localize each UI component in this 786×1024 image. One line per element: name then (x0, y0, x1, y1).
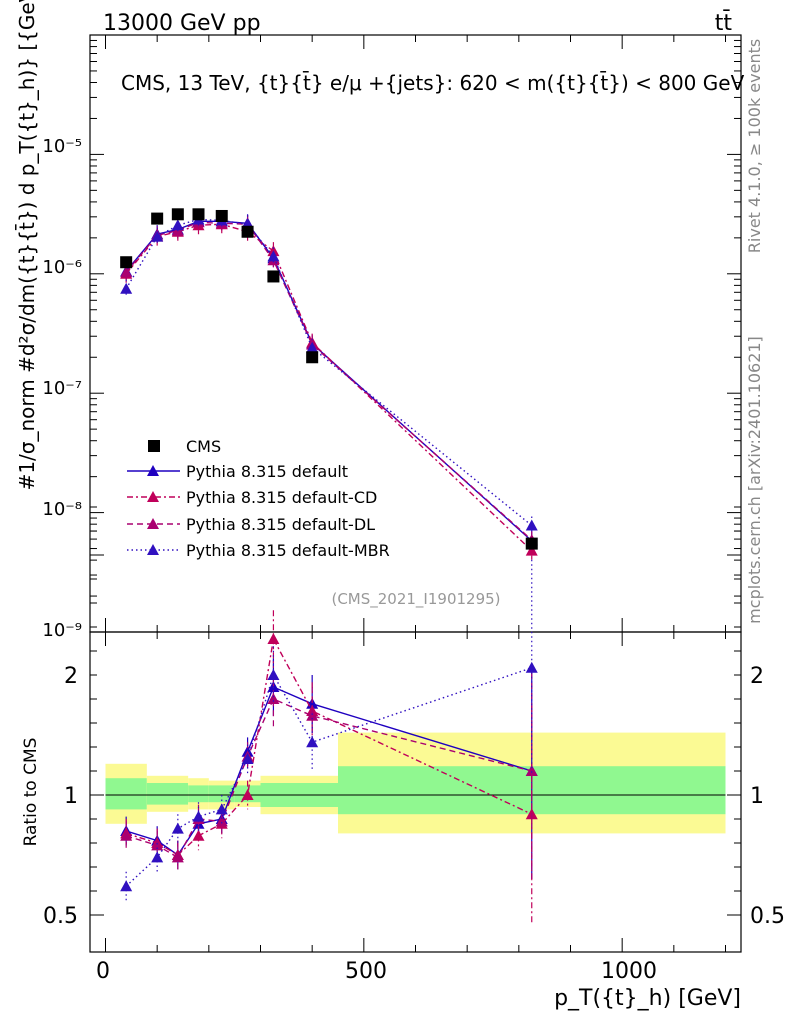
main-series-layer (120, 208, 538, 560)
legend-label-mbr: Pythia 8.315 default-MBR (186, 541, 390, 560)
ratio-point-pythia-8-315-default-dl (151, 839, 164, 851)
main-ytick-label-1e-5: 10⁻⁵ (42, 136, 82, 157)
legend-label-cms: CMS (186, 437, 221, 456)
main-point-cms (525, 537, 538, 550)
main-point-pythia-8-315-default-mbr (171, 219, 184, 231)
ratio-point-pythia-8-315-default-mbr (171, 822, 184, 834)
main-y-axis (90, 34, 741, 633)
plot-title: CMS, 13 TeV, {t}{t̄} e/μ +{jets}: 620 < … (121, 70, 745, 95)
mcplots-label: mcplots.cern.ch [arXiv:2401.10621] (745, 336, 764, 624)
main-point-pythia-8-315-default-mbr (151, 230, 164, 242)
main-point-cms (306, 351, 319, 364)
ratio-band-inner-2 (188, 785, 209, 803)
process-label: tt̄ (715, 10, 733, 36)
ratio-y-axis-label: Ratio to CMS (21, 738, 41, 847)
ratio-band-inner-3 (208, 785, 235, 803)
main-point-pythia-8-315-default-mbr (120, 282, 133, 294)
ratio-point-pythia-8-315-default-mbr (267, 669, 280, 680)
legend-label-cd: Pythia 8.315 default-CD (186, 488, 377, 507)
y-axis-label: #1/σ_norm #d²σ/dm({t}{t̄}) d p_T({t}_h)}… (14, 0, 39, 490)
main-point-cms (267, 270, 280, 283)
ratio-band-inner-1 (146, 783, 189, 805)
ratio-ytick-label-2: 2 (64, 664, 78, 689)
ratio-point-pythia-8-315-default-mbr (120, 880, 133, 892)
ratio-ytick-label-0.5: 0.5 (43, 904, 78, 929)
ratio-point-pythia-8-315-default-cd (192, 829, 205, 841)
ratio-band-inner-0 (105, 778, 147, 810)
legend-marker-cd (147, 491, 159, 502)
ratio-point-pythia-8-315-default-mbr (215, 803, 228, 815)
main-ytick-label-1e-6: 10⁻⁶ (42, 257, 82, 278)
x-axis-label: p_T({t}_h) [GeV] (554, 986, 741, 1011)
legend-marker-default (147, 465, 159, 476)
ratio-point-pythia-8-315-default-dl (525, 765, 538, 776)
ratio-point-pythia-8-315-default-mbr (306, 736, 319, 748)
ratio-y-axis (90, 506, 741, 916)
ratio-point-pythia-8-315-default-dl (215, 815, 228, 827)
beam-label: 13000 GeV pp (103, 11, 261, 36)
legend-marker-mbr (147, 544, 159, 555)
main-point-pythia-8-315-default-dl (120, 266, 133, 278)
legend-marker-dl (147, 518, 159, 529)
ratio-point-pythia-8-315-default-dl (306, 709, 319, 721)
ratio-ytick-label-right-1: 1 (750, 784, 764, 809)
ratio-series-layer (120, 559, 538, 923)
x-axis (105, 35, 726, 952)
main-point-pythia-8-315-default-mbr (306, 341, 319, 353)
ratio-point-pythia-8-315-default-cd (267, 633, 280, 644)
main-ytick-label-1e-8: 10⁻⁸ (42, 499, 82, 520)
ratio-point-pythia-8-315-default-cd (241, 789, 254, 800)
xtick-label-0: 0 (96, 959, 110, 984)
main-point-cms (241, 225, 254, 238)
main-point-cms (171, 208, 184, 221)
rivet-version-label: Rivet 4.1.0, ≥ 100k events (745, 39, 764, 253)
main-point-cms (192, 208, 205, 221)
legend-label-dl: Pythia 8.315 default-DL (186, 515, 375, 534)
main-point-pythia-8-315-default-cd (525, 544, 538, 556)
ratio-point-pythia-8-315-default (267, 681, 280, 692)
ratio-ytick-label-1: 1 (64, 784, 78, 809)
ratio-ytick-label-right-0.5: 0.5 (750, 904, 785, 929)
main-ytick-label-1e-9: 10⁻⁹ (42, 620, 82, 641)
analysis-watermark: (CMS_2021_I1901295) (331, 590, 500, 609)
ratio-point-pythia-8-315-default-dl (171, 851, 184, 863)
legend-marker-cms (148, 440, 160, 452)
ratio-point-pythia-8-315-default-mbr (192, 810, 205, 822)
xtick-label-500: 500 (345, 959, 387, 984)
legend: CMS Pythia 8.315 default Pythia 8.315 de… (127, 437, 390, 560)
main-point-cms (215, 209, 228, 222)
legend-label-default: Pythia 8.315 default (186, 462, 348, 481)
ratio-point-pythia-8-315-default-mbr (525, 661, 538, 673)
ratio-ytick-label-right-2: 2 (750, 664, 764, 689)
main-line-pythia-8-315-default-mbr (125, 218, 533, 527)
main-point-cms (120, 256, 133, 269)
ratio-point-pythia-8-315-default-mbr (241, 753, 254, 764)
ratio-line-pythia-8-315-default-mbr (125, 667, 532, 887)
ratio-point-pythia-8-315-default-dl (120, 829, 133, 841)
main-point-pythia-8-315-default-mbr (525, 519, 538, 531)
ratio-point-pythia-8-315-default-dl (267, 693, 280, 704)
main-ytick-label-1e-7: 10⁻⁷ (42, 378, 82, 399)
main-point-cms (151, 212, 164, 225)
xtick-label-1000: 1000 (601, 959, 657, 984)
main-point-pythia-8-315-default-mbr (267, 250, 280, 262)
ratio-point-pythia-8-315-default-mbr (151, 851, 164, 863)
